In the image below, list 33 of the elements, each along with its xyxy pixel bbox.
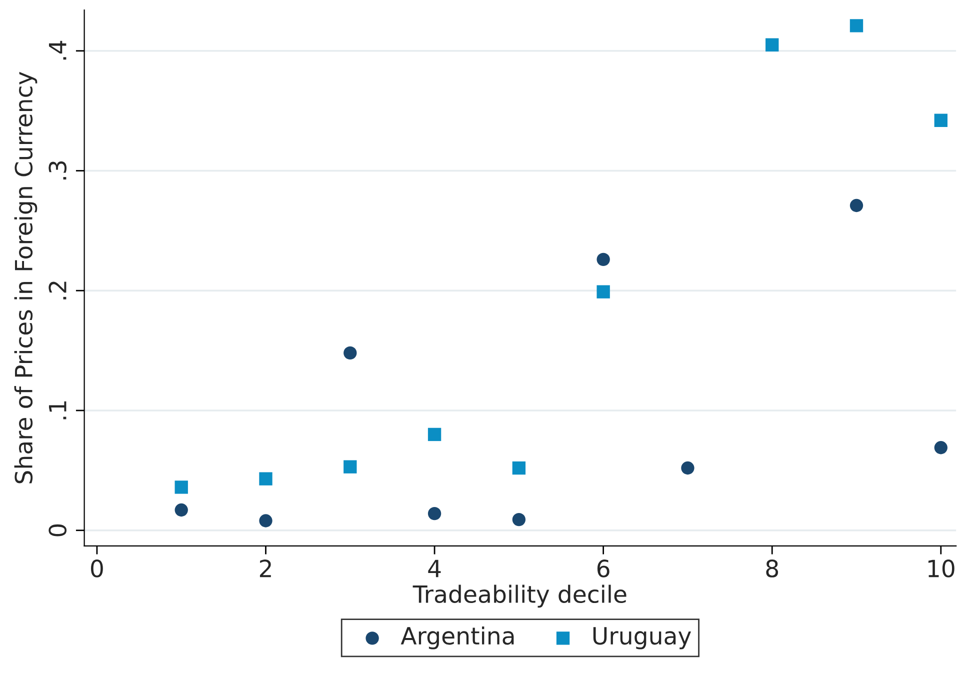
- point: [174, 480, 188, 494]
- x-tick-label: 4: [428, 560, 441, 578]
- point: [850, 198, 864, 212]
- legend-label: Uruguay: [593, 627, 691, 650]
- point: [766, 38, 779, 52]
- y-tick-label: .4: [48, 40, 66, 60]
- x-tick-label: 6: [597, 560, 610, 578]
- point: [850, 19, 864, 32]
- point: [344, 460, 357, 474]
- point: [681, 461, 694, 475]
- point: [512, 461, 526, 475]
- x-tick-label: 0: [91, 560, 103, 578]
- point: [259, 472, 272, 486]
- point: [174, 503, 188, 517]
- point: [596, 285, 610, 298]
- point: [934, 441, 948, 454]
- x-tick-label: 10: [928, 560, 954, 578]
- point: [259, 514, 272, 528]
- legend-label: Argentina: [400, 626, 514, 650]
- point: [428, 506, 442, 520]
- y-tick-label: .3: [48, 161, 67, 180]
- y-axis-title: Share of Prices in Foreign Currency: [14, 72, 38, 484]
- point: [512, 512, 526, 526]
- x-tick-label: 2: [260, 560, 271, 578]
- y-tick-label: .1: [48, 401, 66, 420]
- point: [934, 114, 948, 127]
- y-tick-label: .2: [48, 282, 66, 300]
- x-axis-title: Tradeability decile: [412, 584, 626, 608]
- point: [596, 252, 610, 266]
- x-tick-label: 8: [766, 560, 778, 578]
- y-tick-label: 0: [48, 524, 67, 536]
- point: [428, 428, 442, 442]
- point: [344, 346, 357, 360]
